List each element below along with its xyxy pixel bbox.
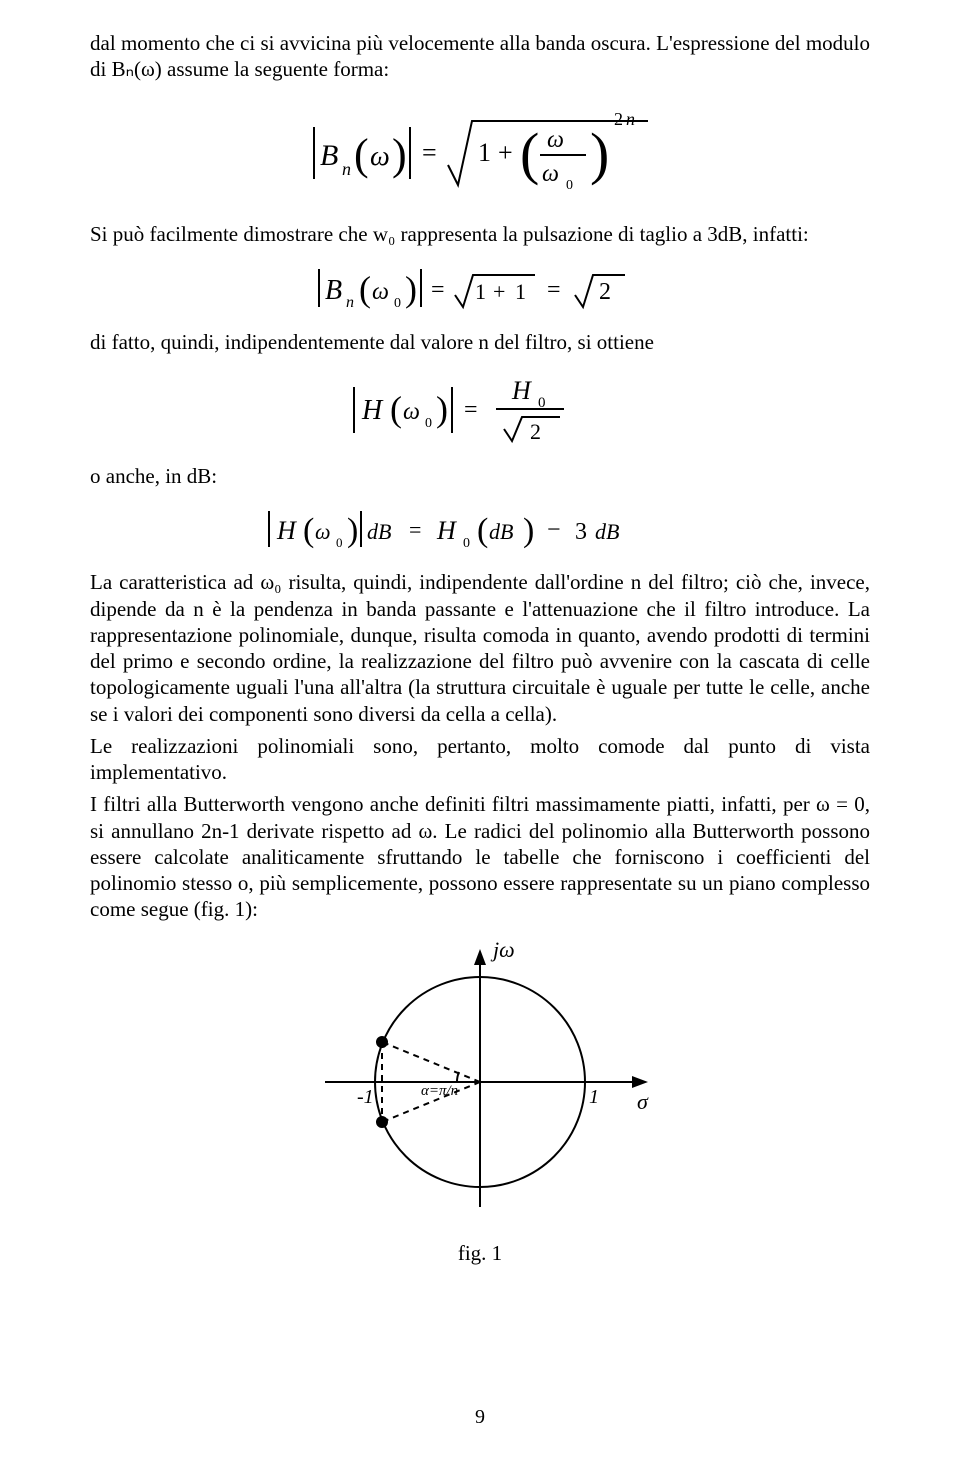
equation-bn-at-w0: B n ( ω 0 ) = 1 + 1 = 2 (90, 261, 870, 315)
svg-text:H: H (361, 395, 384, 426)
svg-text:(: ( (477, 512, 488, 549)
svg-text:(: ( (303, 512, 314, 549)
svg-text:(: ( (359, 269, 371, 309)
paragraph-body-1: La caratteristica ad ω₀ risulta, quindi,… (90, 569, 870, 727)
svg-text:=: = (409, 517, 421, 542)
svg-text:1: 1 (515, 279, 526, 304)
paragraph-body-2: Le realizzazioni polinomiali sono, perta… (90, 733, 870, 786)
svg-text:H: H (436, 516, 457, 545)
left-tick: -1 (357, 1086, 374, 1108)
svg-text:(: ( (390, 389, 402, 429)
svg-text:0: 0 (336, 535, 343, 550)
svg-text:B: B (320, 139, 338, 172)
svg-text:+: + (493, 279, 505, 304)
svg-text:ω: ω (403, 399, 420, 425)
paragraph-intro: dal momento che ci si avvicina più veloc… (90, 30, 870, 83)
svg-text:3: 3 (575, 519, 587, 545)
svg-text:=: = (464, 397, 478, 423)
paragraph-db: o anche, in dB: (90, 463, 870, 489)
svg-text:ω: ω (315, 519, 331, 544)
svg-text:ω: ω (542, 161, 559, 187)
svg-text:n: n (342, 159, 351, 179)
svg-text:B: B (325, 275, 342, 306)
svg-text:(: ( (520, 121, 539, 186)
svg-text:): ) (405, 269, 417, 309)
svg-text:0: 0 (463, 536, 470, 551)
angle-label: α=π/n (421, 1083, 458, 1099)
svg-text:ω: ω (372, 279, 389, 305)
svg-text:0: 0 (566, 178, 573, 193)
svg-text:2: 2 (599, 279, 611, 305)
svg-text:n: n (346, 294, 354, 311)
svg-text:n: n (626, 109, 635, 129)
svg-text:−: − (547, 517, 561, 543)
svg-text:1: 1 (478, 138, 491, 167)
svg-text:dB: dB (367, 519, 391, 544)
page: dal momento che ci si avvicina più veloc… (0, 0, 960, 1457)
x-axis-label: σ (637, 1089, 649, 1114)
svg-text:): ) (590, 121, 609, 186)
equation-h-w0: H ( ω 0 ) = H 0 2 (90, 369, 870, 449)
svg-text:(: ( (354, 130, 369, 179)
figure-caption: fig. 1 (90, 1241, 870, 1266)
svg-text:=: = (547, 277, 561, 303)
y-axis-label: jω (490, 937, 515, 962)
paragraph-3db: Si può facilmente dimostrare che w₀ rapp… (90, 221, 870, 247)
svg-text:2: 2 (530, 419, 541, 444)
paragraph-body-3: I filtri alla Butterworth vengono anche … (90, 791, 870, 922)
svg-text:0: 0 (394, 296, 401, 311)
page-number: 9 (0, 1406, 960, 1429)
svg-text:H: H (276, 516, 297, 545)
svg-text:H: H (511, 376, 532, 405)
svg-text:dB: dB (489, 519, 513, 544)
svg-text:): ) (436, 389, 448, 429)
svg-text:dB: dB (595, 519, 619, 544)
right-tick: 1 (589, 1086, 599, 1108)
paragraph-indep: di fatto, quindi, indipendentemente dal … (90, 329, 870, 355)
svg-text:1: 1 (475, 279, 486, 304)
svg-text:0: 0 (425, 416, 432, 431)
svg-text:): ) (392, 130, 407, 179)
svg-text:): ) (347, 512, 358, 549)
svg-text:ω: ω (370, 141, 390, 172)
svg-text:+: + (498, 138, 513, 167)
svg-text:ω: ω (547, 127, 564, 153)
svg-text:=: = (431, 277, 445, 303)
equation-bn-modulus: B n ( ω ) = 1 + ( ω ω 0 (90, 97, 870, 207)
svg-text:=: = (422, 138, 437, 167)
equation-h-db: H ( ω 0 ) dB = H 0 ( dB ) − 3 dB (90, 503, 870, 555)
svg-text:): ) (523, 512, 534, 549)
figure-1: jω σ -1 1 α=π/n (90, 937, 870, 1227)
svg-text:2: 2 (614, 109, 623, 129)
